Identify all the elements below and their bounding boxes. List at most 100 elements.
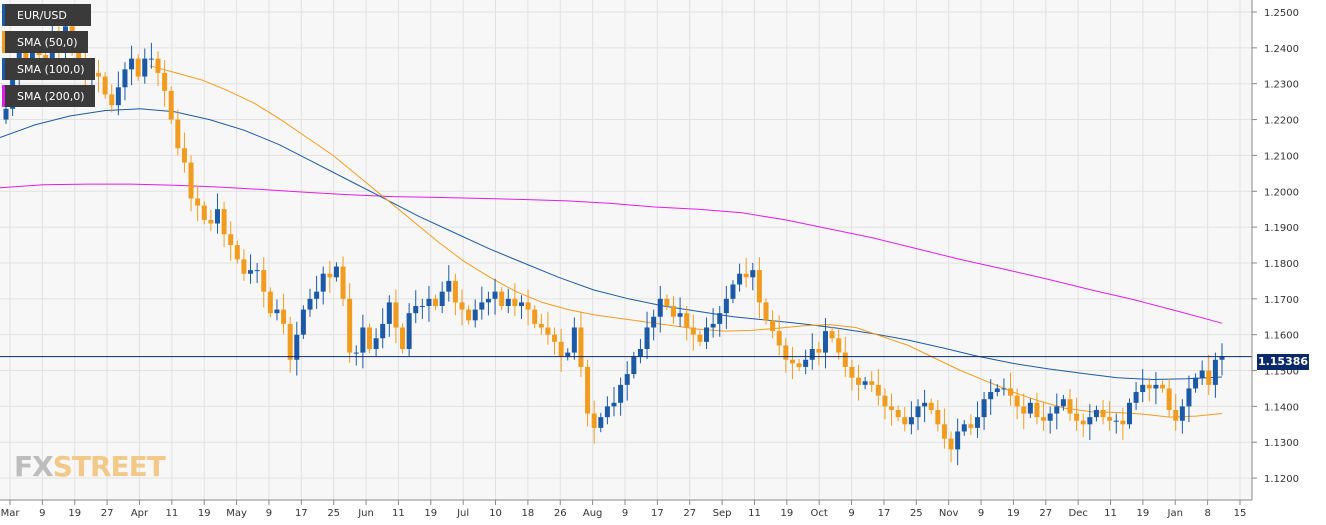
- candle-bearish: [181, 148, 187, 163]
- legend-item-eurusd[interactable]: EUR/USD: [2, 4, 91, 26]
- candle-bearish: [941, 424, 947, 439]
- x-tick-label: 17: [878, 508, 891, 519]
- candle-bullish: [446, 280, 452, 292]
- candle-bearish: [1166, 388, 1172, 410]
- legend: EUR/USD SMA (50,0) SMA (100,0) SMA (200,…: [2, 4, 95, 112]
- candle-bullish: [373, 338, 379, 350]
- candle-bullish: [413, 305, 419, 314]
- candle-bullish: [142, 58, 148, 77]
- candle-bullish: [644, 327, 650, 350]
- y-tick-label: 1.1500: [1264, 367, 1299, 378]
- candle-bullish: [611, 402, 617, 407]
- legend-item-sma200[interactable]: SMA (200,0): [2, 85, 95, 107]
- candle-bearish: [545, 327, 551, 335]
- candle-bearish: [578, 327, 584, 367]
- candle-bullish: [148, 58, 154, 60]
- candle-bullish: [274, 309, 280, 314]
- legend-item-sma100[interactable]: SMA (100,0): [2, 58, 95, 80]
- candle-bearish: [76, 51, 82, 59]
- candle-bullish: [518, 302, 524, 306]
- y-tick-label: 1.2400: [1264, 44, 1299, 55]
- candle-bullish: [1133, 392, 1139, 403]
- candle-bearish: [895, 409, 901, 418]
- candle-bearish: [267, 291, 273, 314]
- candle-bullish: [129, 58, 135, 70]
- x-tick-label: 19: [780, 508, 793, 519]
- candle-bullish: [994, 388, 1000, 393]
- x-tick-label: Jul: [456, 508, 469, 519]
- x-tick-label: 17: [295, 508, 308, 519]
- candle-bearish: [1080, 420, 1086, 425]
- x-tick-label: 9: [978, 508, 984, 519]
- candle-bearish: [1067, 399, 1073, 414]
- candle-bearish: [228, 234, 234, 246]
- candle-bearish: [1173, 409, 1179, 421]
- candle-bullish: [604, 406, 610, 418]
- candle-bearish: [796, 363, 802, 367]
- candle-bearish: [1008, 388, 1014, 396]
- candle-bullish: [1113, 420, 1119, 422]
- candle-bullish: [710, 323, 716, 328]
- candle-bearish: [1107, 417, 1113, 421]
- x-tick-label: 9: [266, 508, 272, 519]
- candle-bullish: [1193, 377, 1199, 389]
- candle-bearish: [102, 76, 108, 95]
- x-tick-label: 11: [165, 508, 178, 519]
- candle-bearish: [875, 384, 881, 396]
- candle-bearish: [155, 58, 161, 73]
- candle-bearish: [452, 280, 458, 303]
- candle-bullish: [115, 87, 121, 106]
- candle-bullish: [988, 392, 994, 400]
- x-tick-label: 10: [489, 508, 502, 519]
- candle-bearish: [168, 90, 174, 120]
- y-tick-label: 1.1700: [1264, 295, 1299, 306]
- x-tick-label: 17: [651, 508, 664, 519]
- y-tick-label: 1.1200: [1264, 474, 1299, 485]
- candle-bullish: [803, 359, 809, 367]
- candle-bullish: [730, 284, 736, 299]
- candle-bearish: [684, 313, 690, 328]
- candle-bearish: [162, 72, 168, 91]
- x-tick-label: Jan: [1167, 508, 1183, 519]
- candle-bearish: [366, 327, 372, 350]
- candle-bearish: [1100, 409, 1106, 418]
- candle-bearish: [842, 352, 848, 367]
- candle-bearish: [433, 298, 439, 306]
- candle-bullish: [505, 298, 511, 306]
- candle-bearish: [552, 334, 558, 342]
- x-tick-label: 19: [1137, 508, 1150, 519]
- candle-bearish: [340, 266, 346, 299]
- candle-bullish: [426, 298, 432, 306]
- candle-bearish: [221, 209, 227, 235]
- x-tick-label: Apr: [131, 508, 149, 519]
- candle-bearish: [208, 219, 214, 224]
- legend-item-sma50[interactable]: SMA (50,0): [2, 31, 88, 53]
- candle-bearish: [935, 409, 941, 425]
- candle-bearish: [1034, 402, 1040, 418]
- candle-bearish: [1021, 406, 1027, 414]
- candle-bullish: [248, 270, 254, 274]
- candle-bullish: [704, 327, 710, 342]
- candle-bullish: [406, 313, 412, 350]
- x-tick-label: Oct: [811, 508, 828, 519]
- candle-bullish: [637, 349, 643, 357]
- x-tick-label: Sep: [713, 508, 732, 519]
- candle-bearish: [1014, 395, 1020, 407]
- candle-bullish: [1087, 417, 1093, 425]
- candle-bullish: [915, 406, 921, 418]
- candle-bearish: [690, 327, 696, 335]
- candle-bullish: [922, 402, 928, 407]
- x-tick-label: 11: [748, 508, 761, 519]
- y-tick-label: 1.2000: [1264, 187, 1299, 198]
- x-tick-label: May: [226, 508, 247, 519]
- candle-bullish: [1027, 402, 1033, 414]
- candle-bullish: [300, 309, 306, 335]
- candle-bullish: [1153, 384, 1159, 389]
- fxstreet-logo: FXSTREET: [14, 450, 166, 483]
- candle-bearish: [856, 377, 862, 385]
- candle-bullish: [122, 69, 128, 88]
- candle-bullish: [439, 291, 445, 306]
- candle-bullish: [1126, 402, 1132, 425]
- candle-bearish: [889, 406, 895, 410]
- x-tick-label: Dec: [1068, 508, 1087, 519]
